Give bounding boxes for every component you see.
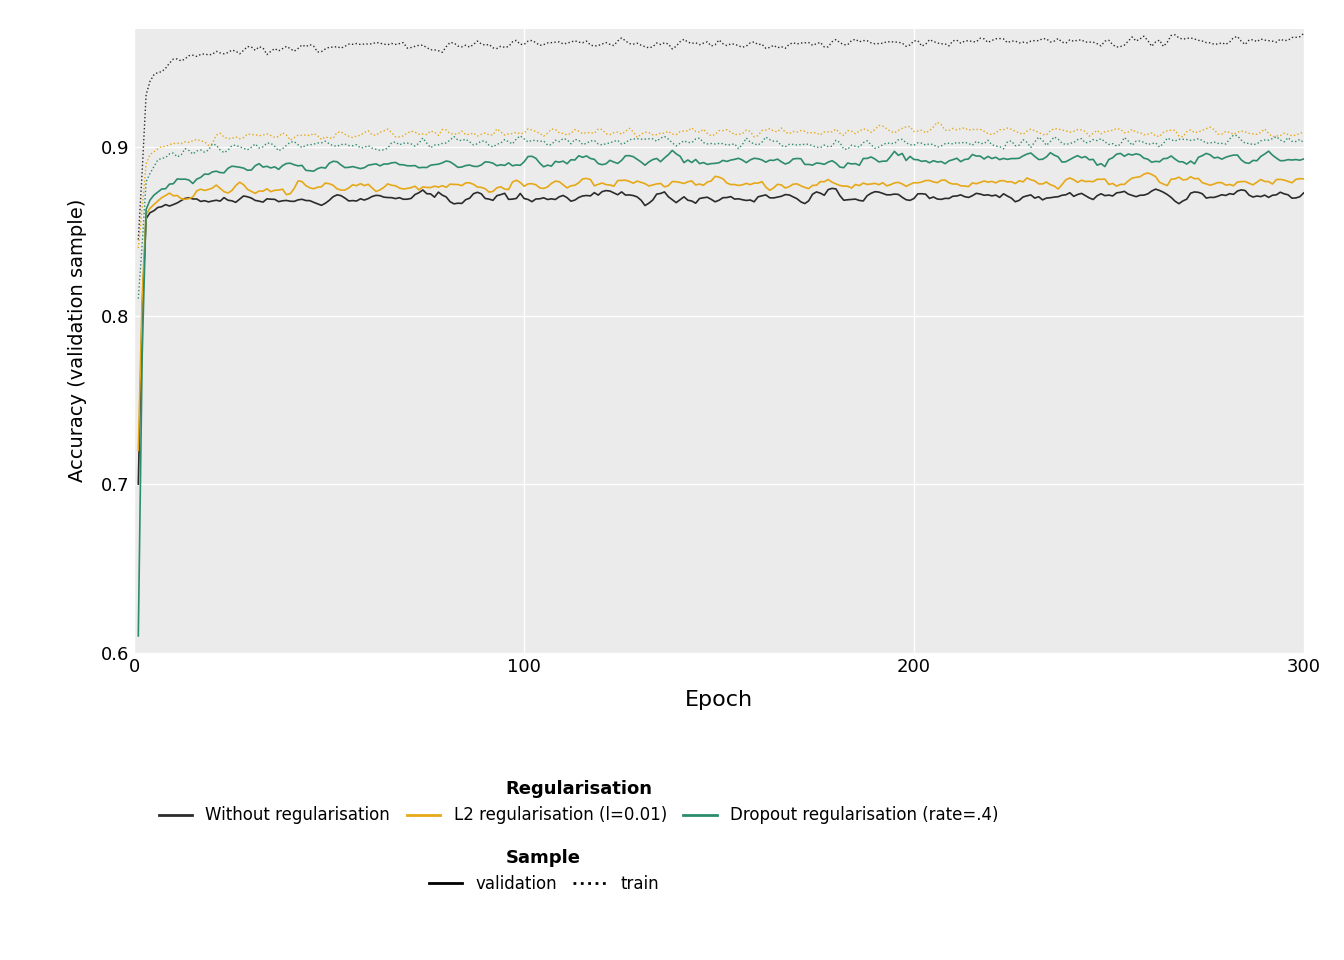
X-axis label: Epoch: Epoch bbox=[685, 689, 753, 709]
Y-axis label: Accuracy (validation sample): Accuracy (validation sample) bbox=[69, 199, 87, 483]
Legend: validation, train: validation, train bbox=[422, 842, 665, 900]
